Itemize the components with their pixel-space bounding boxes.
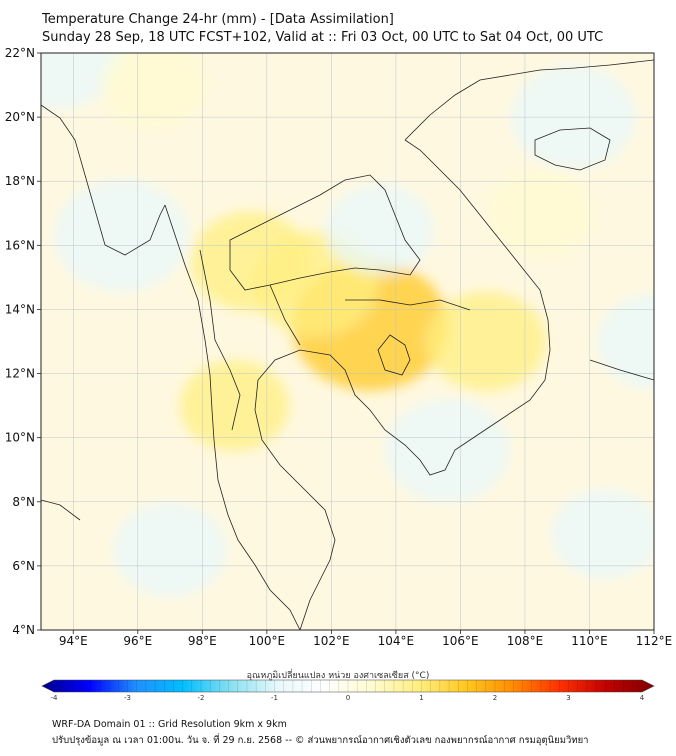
colorbar-tick-label: 1 [419, 694, 423, 702]
lon-label: 94°E [59, 634, 88, 648]
colorbar-tick-label: -1 [271, 694, 278, 702]
colorbar: -4 -3 -2 -1 0 1 2 3 4 [41, 679, 655, 702]
map-title: Temperature Change 24-hr (mm) - [Data As… [42, 12, 394, 27]
colorbar-tick-label: 2 [493, 694, 497, 702]
warm-anomaly [426, 291, 546, 392]
colorbar-tick-label: 4 [640, 694, 645, 702]
map-subtitle: Sunday 28 Sep, 18 UTC FCST+102, Valid at… [42, 30, 604, 45]
lat-label: 16°N [5, 238, 35, 252]
footer-update-info: ปรับปรุงข้อมูล ณ เวลา 01:00น. วัน จ. ที่… [52, 735, 589, 746]
lat-label: 4°N [12, 623, 35, 637]
lat-label: 18°N [5, 174, 35, 188]
colorbar-tick-label: 0 [346, 694, 350, 702]
lon-label: 102°E [313, 634, 350, 648]
lat-label: 14°N [5, 302, 35, 316]
colorbar-tick-label: -4 [51, 694, 59, 702]
graticule [41, 53, 654, 630]
lon-label: 104°E [378, 634, 415, 648]
colorbar-tick-label: 3 [566, 694, 570, 702]
warm-anomaly [489, 170, 593, 257]
lon-label: 96°E [123, 634, 152, 648]
cool-anomaly [41, 53, 125, 110]
map-frame [40, 52, 655, 631]
cool-anomaly [112, 502, 228, 598]
colorbar-label: อุณหภูมิเปลี่ยนแปลง หน่วย องศาเซลเซียส (… [246, 671, 430, 681]
coastlines-borders [41, 59, 654, 630]
cool-anomaly [325, 183, 435, 275]
warm-anomaly [180, 360, 290, 452]
footer-model-info: WRF-DA Domain 01 :: Grid Resolution 9km … [52, 719, 287, 730]
lon-label: 108°E [507, 634, 544, 648]
longitude-labels: 94°E 96°E 98°E 100°E 102°E 104°E 106°E 108°E 110… [59, 630, 672, 648]
lon-label: 100°E [249, 634, 286, 648]
cool-anomaly [385, 398, 510, 503]
lat-label: 6°N [12, 559, 35, 573]
warm-anomaly [190, 211, 311, 312]
lat-label: 22°N [5, 46, 35, 60]
colorbar-tick-label: -3 [124, 694, 131, 702]
latitude-labels: 22°N 20°N 18°N 16°N 14°N 12°N 10°N 8°N 6°N 4°N [5, 46, 41, 637]
lat-label: 20°N [5, 110, 35, 124]
colorbar-tick-label: -2 [198, 694, 205, 702]
cool-anomaly [596, 293, 654, 390]
lon-label: 98°E [188, 634, 217, 648]
lat-label: 12°N [5, 367, 35, 381]
cool-anomaly [53, 179, 190, 293]
cool-anomaly [551, 488, 654, 580]
lon-label: 106°E [442, 634, 479, 648]
lat-label: 8°N [12, 495, 35, 509]
colorbar-ticks: -4 -3 -2 -1 0 1 2 3 4 [51, 680, 645, 702]
colorbar-gradient [41, 679, 655, 693]
temperature-field [41, 53, 654, 598]
lon-label: 110°E [571, 634, 608, 648]
warm-anomaly [102, 53, 206, 129]
lat-label: 10°N [5, 431, 35, 445]
lon-label: 112°E [636, 634, 673, 648]
